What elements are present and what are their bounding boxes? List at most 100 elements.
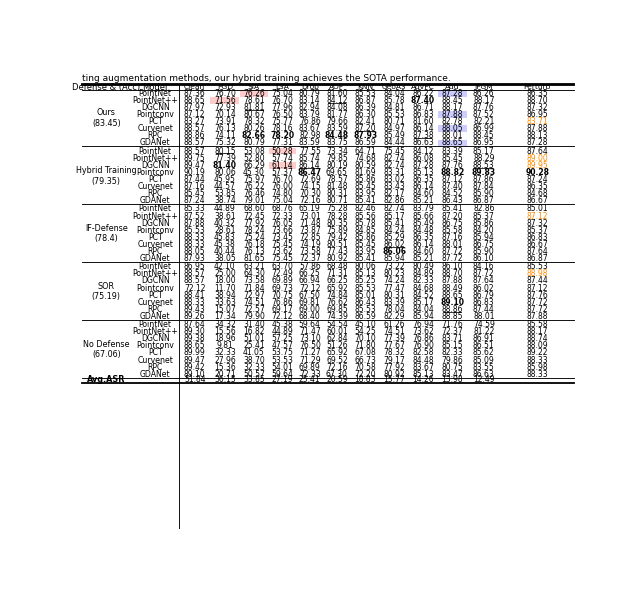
Text: 53.53: 53.53	[271, 356, 293, 365]
Text: 88.70: 88.70	[527, 96, 548, 105]
Text: 85.58: 85.58	[442, 226, 463, 235]
Text: PointNet++: PointNet++	[132, 269, 178, 279]
Text: 76.18: 76.18	[243, 240, 265, 249]
Text: 88.53: 88.53	[473, 161, 495, 170]
Text: Pointconv: Pointconv	[136, 226, 174, 235]
Text: 68.60: 68.60	[243, 204, 265, 213]
Text: 80.23: 80.23	[383, 269, 405, 279]
Text: 89.75: 89.75	[184, 154, 205, 163]
Text: 77.92: 77.92	[383, 362, 405, 372]
Bar	[269, 162, 296, 169]
Text: 84.48: 84.48	[412, 356, 434, 365]
Text: 65.92: 65.92	[326, 283, 348, 292]
Text: 75.04: 75.04	[271, 196, 293, 205]
Text: 86.14: 86.14	[299, 161, 321, 170]
Text: 86.63: 86.63	[412, 138, 434, 147]
Text: 75.04: 75.04	[271, 89, 293, 98]
Text: 69.52: 69.52	[326, 356, 348, 365]
Text: 69.81: 69.81	[299, 298, 321, 307]
Text: RPC: RPC	[147, 189, 163, 198]
Text: 33.85: 33.85	[243, 375, 265, 384]
Text: 83.75: 83.75	[326, 138, 348, 147]
Text: 87.38: 87.38	[412, 131, 434, 140]
Text: 87.64: 87.64	[526, 247, 548, 256]
Text: GDANet: GDANet	[140, 138, 170, 147]
Text: 83.79: 83.79	[412, 204, 434, 213]
Text: 85.56: 85.56	[355, 211, 376, 220]
Text: RPC: RPC	[147, 305, 163, 314]
Text: 76.70: 76.70	[214, 89, 236, 98]
Text: 51.26: 51.26	[326, 342, 348, 350]
Text: 85.45: 85.45	[355, 182, 376, 191]
Text: 54.25: 54.25	[355, 327, 376, 336]
Text: 89.10: 89.10	[440, 298, 465, 307]
Text: 85.53: 85.53	[184, 226, 205, 235]
Text: 85.49: 85.49	[383, 131, 405, 140]
Text: 57.25: 57.25	[271, 334, 293, 343]
Text: 87.12: 87.12	[184, 110, 205, 119]
Text: 84.48: 84.48	[325, 131, 349, 140]
Text: 87.24: 87.24	[527, 175, 548, 184]
Text: Add: Add	[445, 84, 460, 90]
Text: 83.67: 83.67	[412, 362, 434, 372]
Text: Curvenet: Curvenet	[137, 356, 173, 365]
Text: 73.34: 73.34	[326, 147, 348, 156]
Text: 87.24: 87.24	[184, 196, 205, 205]
Text: 84.08: 84.08	[326, 103, 348, 112]
Text: 78.61: 78.61	[243, 96, 265, 105]
Text: 33.63: 33.63	[214, 298, 236, 307]
Text: 80.59: 80.59	[355, 161, 376, 170]
Text: 79.66: 79.66	[326, 117, 348, 126]
Text: 87.20: 87.20	[442, 211, 463, 220]
Text: 90.28: 90.28	[525, 168, 549, 177]
Text: 86.08: 86.08	[412, 154, 434, 163]
Text: 85.29: 85.29	[383, 233, 405, 242]
Text: 18.96: 18.96	[214, 334, 236, 343]
Text: 86.75: 86.75	[442, 219, 463, 228]
Text: 88.85: 88.85	[442, 312, 463, 321]
Text: 25.41: 25.41	[299, 375, 321, 384]
Text: 88.65: 88.65	[184, 342, 205, 350]
Text: 86.87: 86.87	[473, 196, 495, 205]
Text: 79.86: 79.86	[442, 356, 463, 365]
Text: 83.55: 83.55	[473, 362, 495, 372]
Text: 88.45: 88.45	[473, 131, 495, 140]
Text: 74.84: 74.84	[326, 290, 348, 299]
Text: 86.22: 86.22	[412, 89, 434, 98]
Text: 20.71: 20.71	[214, 369, 236, 379]
Text: 79.85: 79.85	[326, 154, 348, 163]
Text: 73.62: 73.62	[271, 247, 293, 256]
Text: 85.01: 85.01	[355, 290, 376, 299]
Text: Clean: Clean	[184, 84, 205, 90]
Text: 89.30: 89.30	[184, 327, 205, 336]
Text: 63.70: 63.70	[271, 263, 293, 271]
Text: 86.35: 86.35	[412, 175, 434, 184]
Text: 87.52: 87.52	[473, 110, 495, 119]
Text: ting augmentation methods, our hybrid training achieves the SOTA performance.: ting augmentation methods, our hybrid tr…	[83, 74, 451, 83]
Text: 85.17: 85.17	[473, 147, 495, 156]
Text: 69.89: 69.89	[271, 276, 293, 286]
Text: 72.12: 72.12	[271, 312, 293, 321]
Text: 75.45: 75.45	[271, 240, 293, 249]
Text: 80.15: 80.15	[214, 147, 236, 156]
Text: 83.71: 83.71	[527, 117, 548, 126]
Text: 88.33: 88.33	[184, 240, 205, 249]
Text: 87.86: 87.86	[473, 175, 495, 184]
Text: 80.75: 80.75	[442, 362, 463, 372]
Text: 86.43: 86.43	[442, 196, 463, 205]
Text: 85.41: 85.41	[383, 219, 405, 228]
Text: 81.81: 81.81	[243, 103, 265, 112]
Text: 76.86: 76.86	[412, 334, 434, 343]
Text: 74.51: 74.51	[243, 298, 265, 307]
Text: 87.28: 87.28	[412, 161, 434, 170]
Text: 83.67: 83.67	[299, 124, 321, 133]
Text: 86.59: 86.59	[355, 312, 376, 321]
Text: 86.02: 86.02	[473, 283, 495, 292]
Text: 82.78: 82.78	[442, 117, 463, 126]
Text: 88.05: 88.05	[442, 124, 463, 133]
Text: 45.38: 45.38	[214, 240, 236, 249]
Text: 86.59: 86.59	[355, 138, 376, 147]
Text: 87.93: 87.93	[184, 254, 205, 263]
Text: 80.19: 80.19	[326, 161, 348, 170]
Text: 74.24: 74.24	[383, 276, 405, 286]
